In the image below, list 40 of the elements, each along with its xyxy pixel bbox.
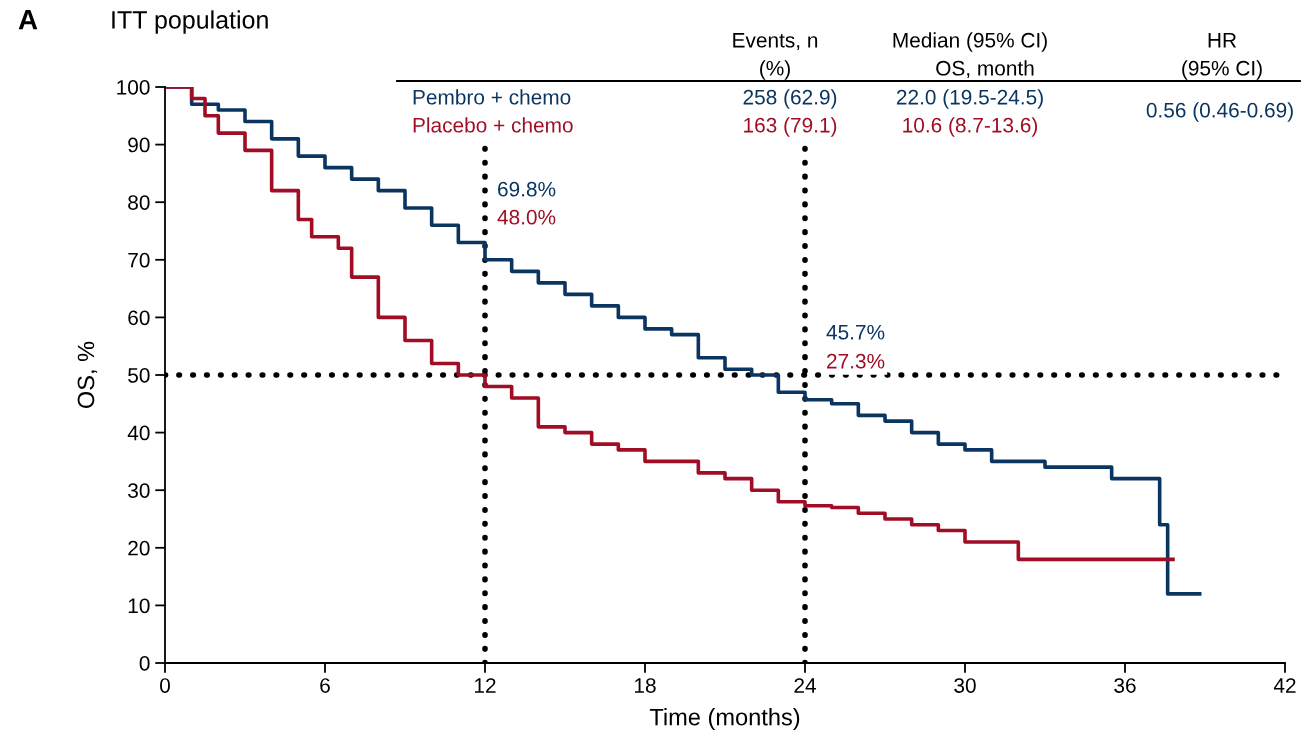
annotation: 27.3%	[827, 353, 885, 369]
text: HR	[1208, 33, 1237, 48]
y-tick-label: 30	[128, 483, 150, 498]
y-tick-label: 90	[128, 137, 150, 153]
annotation: 69.8%	[498, 181, 556, 197]
annotation: 45.7%	[826, 324, 885, 340]
text: Events, n	[733, 33, 818, 51]
annotation: 163 (79.1)	[744, 117, 837, 137]
y-tick-label: 20	[128, 540, 150, 556]
text: Placebo + chemo	[413, 117, 573, 133]
x-tick-label: 36	[1114, 678, 1136, 693]
text: (%)	[760, 60, 790, 80]
x-tick-label: 18	[635, 678, 656, 693]
annotation: 0.56 (0.46-0.69)	[1146, 102, 1293, 122]
x-tick-label: 12	[475, 678, 496, 693]
annotation: 10.6 (8.7-13.6)	[903, 117, 1038, 137]
text: OS, month	[936, 60, 1034, 79]
y-tick-label: 60	[128, 310, 150, 326]
text: Median (95% CI)	[893, 32, 1047, 52]
chart-title: ITT population	[112, 10, 268, 34]
x-tick-label: 30	[954, 678, 976, 693]
x-tick-label: 24	[794, 678, 816, 693]
y-tick-label: 50	[128, 368, 150, 383]
y-tick-label: 10	[128, 598, 150, 614]
y-tick-label: 70	[128, 252, 150, 268]
y-tick-label: 80	[128, 195, 150, 210]
text: (95% CI)	[1182, 60, 1262, 80]
y-tick-label: 40	[127, 425, 150, 441]
x-tick-label: 6	[320, 678, 330, 693]
x-axis-title: Time (months)	[649, 708, 800, 731]
y-tick-label: 100	[117, 80, 150, 95]
text: A	[18, 10, 38, 30]
x-tick-label: 42	[1273, 678, 1296, 693]
x-tick-label: 0	[160, 678, 170, 693]
annotation: 48.0%	[497, 209, 556, 225]
y-axis-title: OS, %	[77, 341, 98, 408]
annotation: 258 (62.9)	[743, 89, 837, 109]
annotation: 22.0 (19.5-24.5)	[896, 89, 1043, 109]
text: Pembro + chemo	[413, 89, 571, 105]
y-tick-label: 0	[139, 656, 150, 671]
